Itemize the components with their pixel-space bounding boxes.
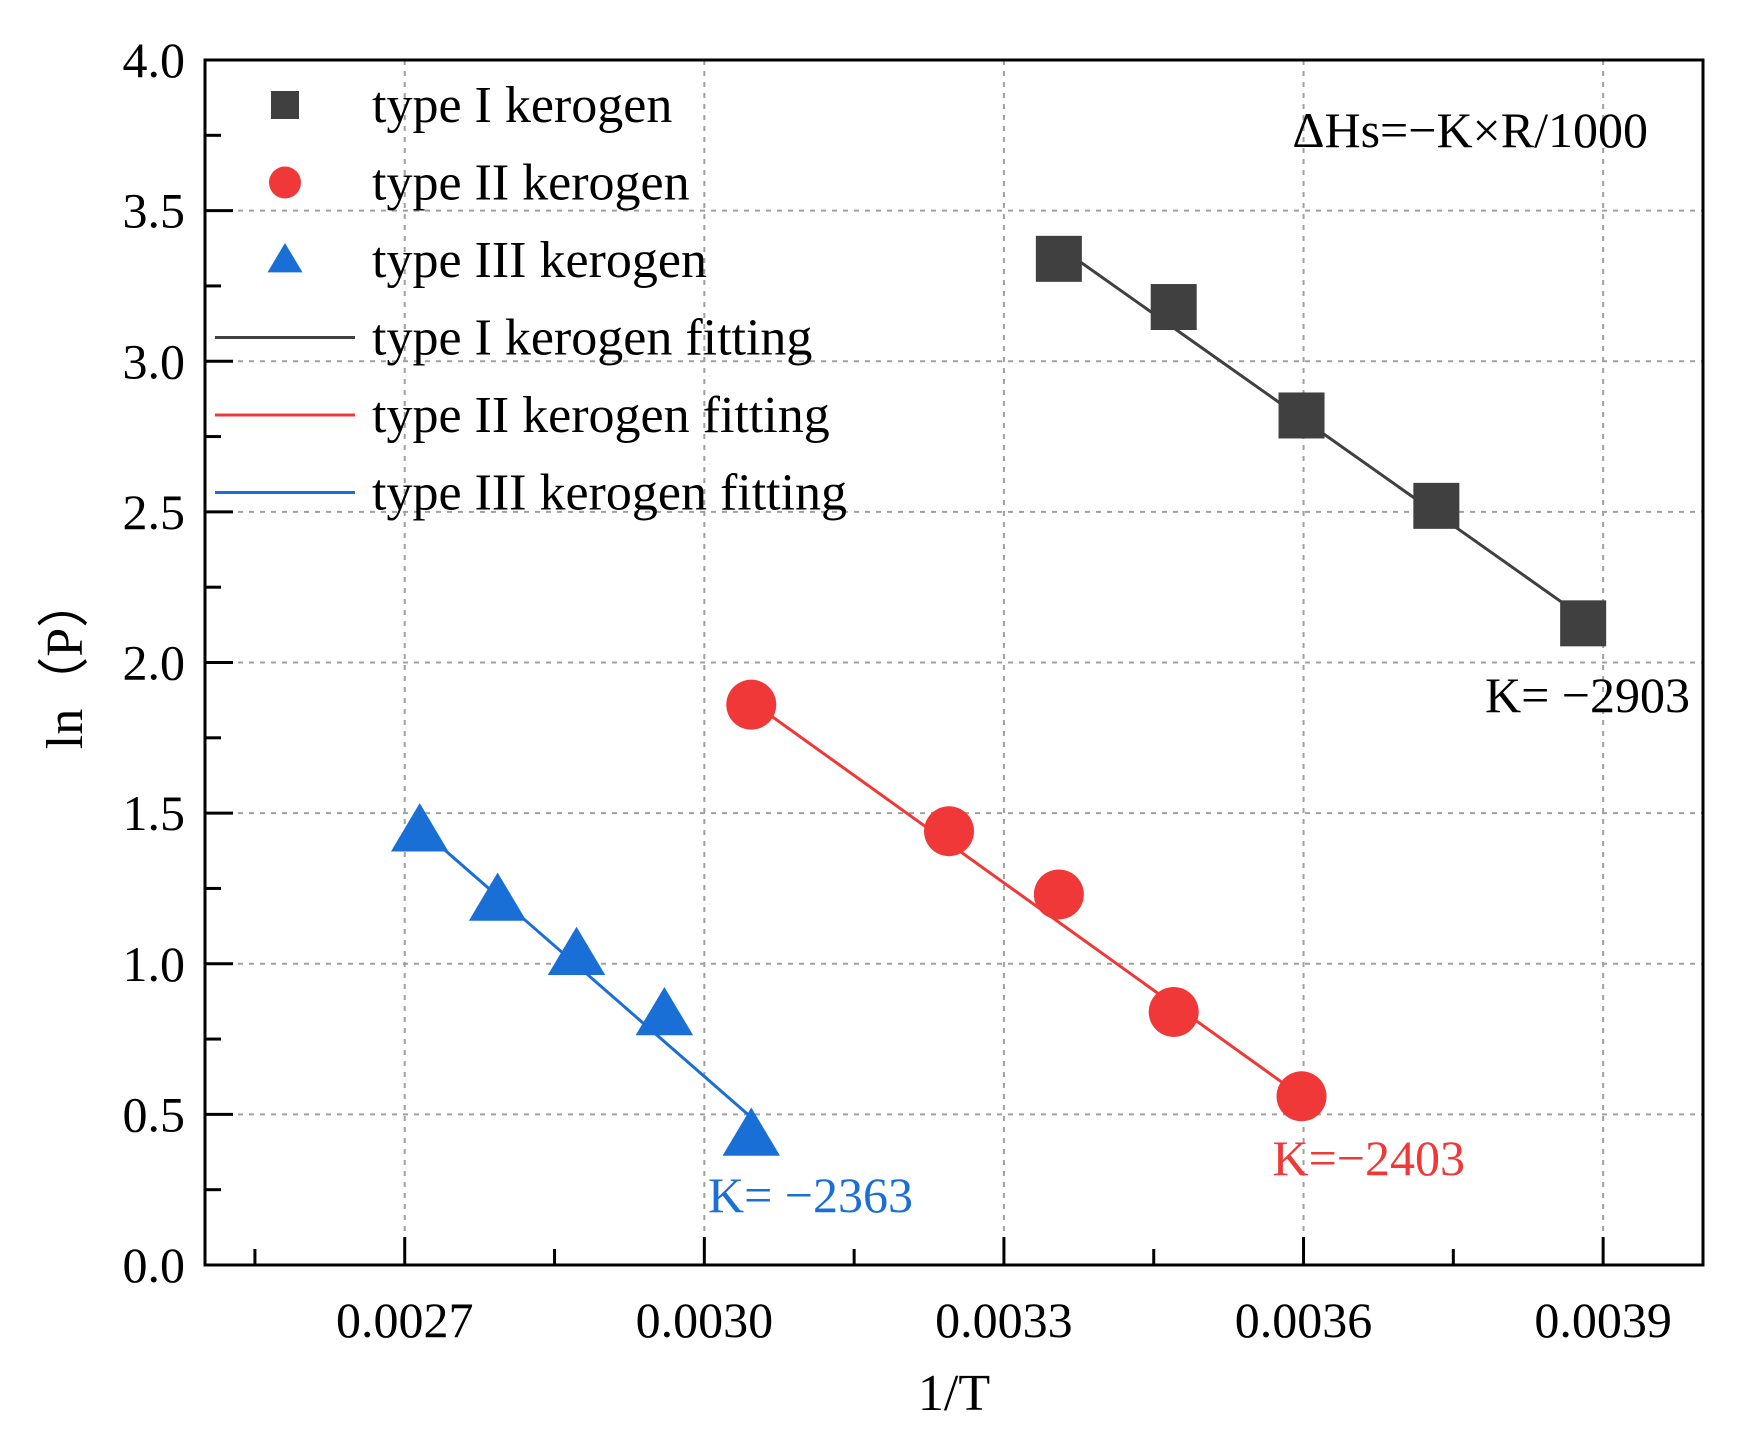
enthalpy-annotation: ΔHs=−K×R/1000 — [1292, 102, 1648, 158]
y-tick-label: 4.0 — [123, 32, 186, 88]
data-point-s0-1 — [1150, 284, 1197, 331]
y-tick-label: 0.5 — [123, 1086, 186, 1142]
annotations: ΔHs=−K×R/1000 K= −2903 K=−2403 K= −2363 … — [37, 102, 1690, 1422]
x-tick-label: 0.0030 — [636, 1292, 774, 1348]
y-tick-label: 2.5 — [123, 484, 186, 540]
data-point-s2-4 — [722, 1107, 781, 1156]
data-point-s0-0 — [1035, 235, 1082, 282]
y-axis-title: ln（P） — [37, 576, 94, 749]
y-tick-label: 3.5 — [123, 183, 186, 239]
data-point-s1-4 — [1276, 1071, 1327, 1122]
y-tick-label: 0.0 — [123, 1237, 186, 1293]
data-point-s2-2 — [547, 926, 606, 975]
data-point-s2-1 — [468, 872, 527, 921]
y-tick-label: 1.5 — [123, 785, 186, 841]
x-tick-label: 0.0039 — [1534, 1292, 1672, 1348]
fit-line-1 — [750, 700, 1303, 1098]
data-points — [390, 235, 1607, 1156]
x-tick-label: 0.0036 — [1235, 1292, 1373, 1348]
legend-marker-2 — [267, 242, 303, 273]
fit-lines — [418, 245, 1585, 1119]
k-label-type-i: K= −2903 — [1485, 667, 1690, 723]
y-tick-label: 2.0 — [123, 635, 186, 691]
legend-label-5: type III kerogen fitting — [372, 465, 847, 522]
legend-label-1: type II kerogen — [372, 155, 690, 212]
legend-marker-1 — [269, 166, 301, 199]
y-tick-label: 1.0 — [123, 936, 186, 992]
legend: type I kerogen type II kerogen type III ke… — [215, 77, 847, 522]
y-tick-label: 3.0 — [123, 333, 186, 389]
k-label-type-ii: K=−2403 — [1272, 1130, 1465, 1186]
data-point-s2-3 — [635, 986, 694, 1036]
axes: 0.0027 0.0030 0.0033 0.0036 0.0039 0.0 0.5 1.0 1… — [123, 32, 1705, 1348]
legend-label-2: type III kerogen — [372, 232, 707, 289]
x-tick-label: 0.0033 — [935, 1292, 1073, 1348]
x-axis-title: 1/T — [918, 1365, 990, 1422]
data-point-s2-0 — [390, 803, 449, 852]
legend-label-4: type II kerogen fitting — [372, 387, 830, 444]
data-point-s1-2 — [1033, 869, 1084, 920]
data-point-s1-0 — [726, 679, 777, 730]
data-point-s0-4 — [1560, 600, 1607, 647]
data-point-s1-3 — [1148, 986, 1199, 1037]
data-point-s0-3 — [1413, 482, 1460, 529]
legend-label-0: type I kerogen — [372, 77, 672, 134]
x-tick-label: 0.0027 — [336, 1292, 474, 1348]
data-point-s0-2 — [1278, 392, 1325, 439]
k-label-type-iii: K= −2363 — [708, 1167, 913, 1223]
data-point-s1-1 — [924, 806, 975, 857]
legend-label-3: type I kerogen fitting — [372, 310, 812, 367]
legend-marker-0 — [271, 91, 299, 119]
